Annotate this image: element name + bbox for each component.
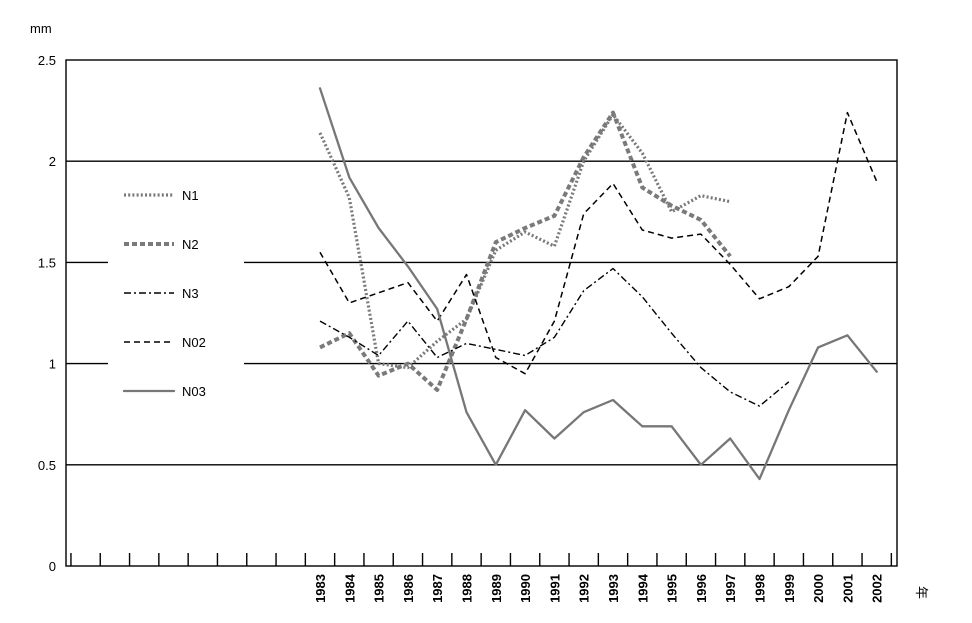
x-tick-label: 1993 (606, 574, 621, 603)
legend-background (108, 172, 244, 404)
legend-label-n03: N03 (182, 384, 206, 399)
x-tick-label: 1996 (694, 574, 709, 603)
x-tick-label: 1994 (635, 573, 650, 603)
y-axis-unit: mm (30, 21, 52, 36)
series-line-n2 (319, 110, 732, 392)
series-line-n03 (318, 87, 878, 481)
y-tick-label: 0 (49, 559, 56, 574)
x-tick-label: 1999 (782, 574, 797, 603)
x-tick-label: 1991 (547, 574, 562, 603)
x-tick-labels: 1983 1984 1985 1986 1987 1988 1989 1990 1991 1992… (313, 573, 885, 603)
x-tick-label: 1998 (753, 574, 768, 603)
x-tick-label: 2000 (811, 574, 826, 603)
x-tick-label: 1992 (577, 574, 592, 603)
y-tick-label: 1.5 (38, 255, 56, 270)
legend-label-n3: N3 (182, 286, 199, 301)
x-tick-label: 2001 (840, 574, 855, 603)
y-tick-label: 0.5 (38, 458, 56, 473)
series-line-n3 (319, 267, 790, 407)
y-tick-labels: 0 0.5 1 1.5 2 2.5 (38, 53, 56, 574)
legend: N1 N2 N3 N02 N03 (122, 188, 206, 399)
x-tick-label: 1995 (665, 574, 680, 603)
series-line-n1 (318, 112, 731, 370)
y-tick-label: 2.5 (38, 53, 56, 68)
x-tick-label: 1990 (518, 574, 533, 603)
series-line-n02 (319, 111, 878, 375)
x-tick-label: 1989 (489, 574, 504, 603)
x-tick-label: 1984 (342, 573, 357, 603)
y-tick-label: 2 (49, 154, 56, 169)
legend-label-n1: N1 (182, 188, 199, 203)
x-tick-marks (70, 553, 893, 566)
x-tick-label: 1988 (460, 574, 475, 603)
x-tick-label: 1987 (430, 574, 445, 603)
x-tick-label: 1983 (313, 574, 328, 603)
x-tick-label: 2002 (870, 574, 885, 603)
series-layer (318, 87, 878, 481)
x-tick-label: 1986 (401, 574, 416, 603)
x-axis-unit: 年 (914, 586, 929, 599)
y-tick-label: 1 (49, 357, 56, 372)
x-tick-label: 1985 (372, 574, 387, 603)
legend-label-n2: N2 (182, 237, 199, 252)
legend-label-n02: N02 (182, 335, 206, 350)
x-tick-label: 1997 (723, 574, 738, 603)
